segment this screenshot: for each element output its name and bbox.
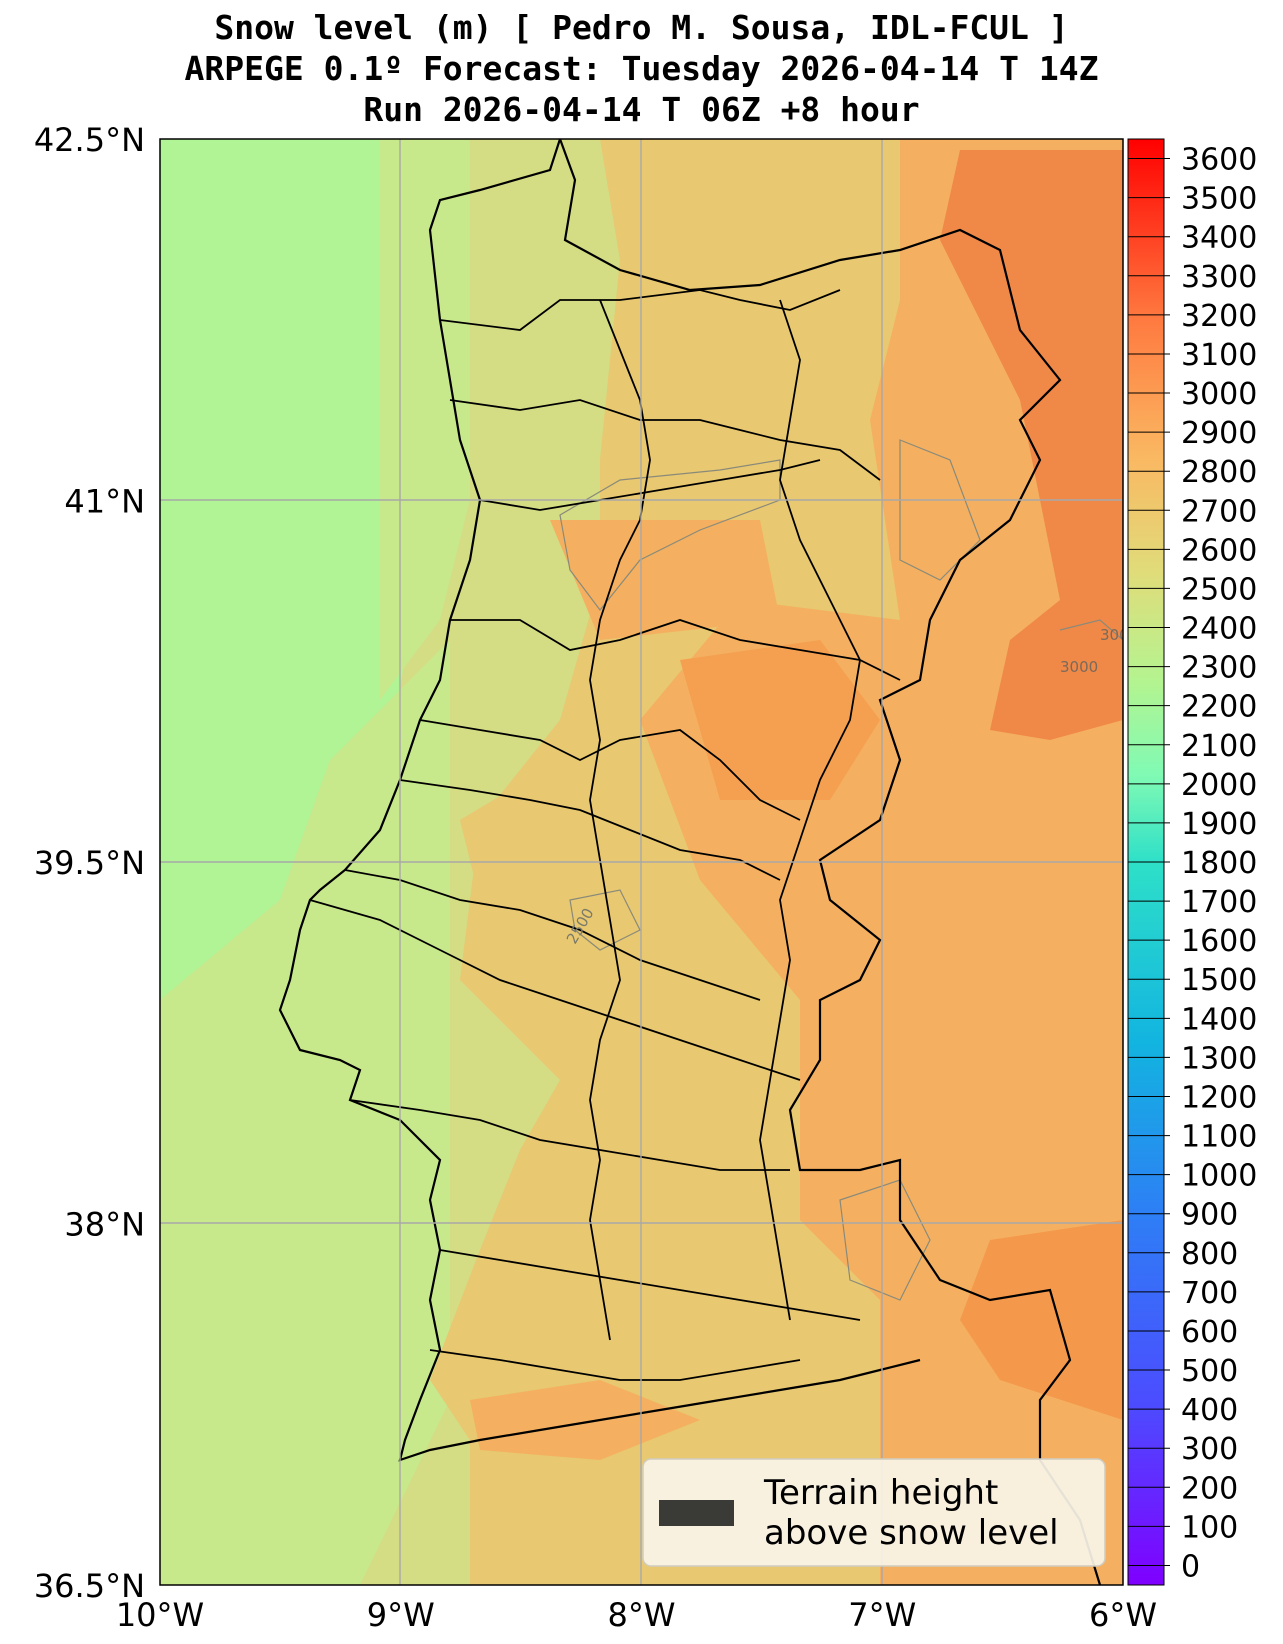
colorbar-tick-label: 1300 [1181,1041,1257,1076]
land-mid-west [460,760,560,900]
colorbar-tick-label: 200 [1181,1471,1238,1506]
colorbar-tick-label: 400 [1181,1393,1238,1428]
x-tick-label: 9°W [367,1596,435,1634]
district-border [439,289,841,331]
colorbar-tick-label: 2700 [1181,494,1257,529]
title-line-2: ARPEGE 0.1º Forecast: Tuesday 2026-04-14… [184,49,1099,88]
land-high-south [470,1380,700,1460]
portugal-coastline [278,139,921,1462]
colorbar-tick-label: 1500 [1181,963,1257,998]
y-tick-label: 38°N [64,1206,145,1244]
x-tick-label: 8°W [608,1596,676,1634]
colorbar-tick-label: 1600 [1181,924,1257,959]
colorbar-tick-label: 1900 [1181,807,1257,842]
colorbar-tick-label: 3500 [1181,182,1257,217]
colorbar-tick-label: 600 [1181,1315,1238,1350]
x-tick-label: 10°W [116,1596,204,1634]
land-peak-southeast [960,1220,1123,1420]
colorbar-tick-label: 2900 [1181,416,1257,451]
district-border [349,1099,790,1171]
x-tick-label: 7°W [848,1596,916,1634]
colorbar-tick-label: 3400 [1181,221,1257,256]
colorbar-tick-label: 800 [1181,1237,1238,1272]
y-tick-label: 36.5°N [34,1567,145,1605]
colorbar-tick-label: 1100 [1181,1120,1257,1155]
legend-label-line1: Terrain height [763,1473,998,1513]
x-tick-label: 6°W [1089,1596,1157,1634]
district-border [429,1349,801,1381]
ocean-near-north [380,139,470,700]
y-tick-label: 42.5°N [34,121,145,159]
colorbar-tick-label: 2200 [1181,690,1257,725]
district-border [450,619,901,681]
contour-line [839,1179,931,1301]
legend-label-line2: above snow level [764,1513,1059,1553]
legend: Terrain height above snow level [642,1458,1106,1567]
colorbar-tick-label: 1800 [1181,846,1257,881]
y-tick-label: 41°N [64,483,145,521]
district-border [344,869,761,1001]
colorbar-tick-label: 3200 [1181,299,1257,334]
district-border [759,299,861,1321]
y-axis-ticks: 42.5°N 41°N 39.5°N 38°N 36.5°N [34,121,145,1605]
contour-label: 3000 [1060,658,1098,676]
spain-border [558,139,1102,1585]
contour-line [1059,619,1123,641]
colorbar-tick-label: 2800 [1181,455,1257,490]
contour-line [569,889,641,951]
district-border [479,459,821,511]
land-high-central [550,520,780,640]
legend-box [642,1458,1106,1567]
title-line-3: Run 2026-04-14 T 06Z +8 hour [363,90,920,129]
colorbar-tick-label: 2400 [1181,612,1257,647]
x-axis-ticks: 10°W 9°W 8°W 7°W 6°W [116,1596,1157,1634]
district-border [589,299,651,1341]
district-border [419,719,801,821]
district-border [399,779,781,881]
colorbar-tick-label: 700 [1181,1276,1238,1311]
colorbar-tick-label: 0 [1181,1549,1200,1584]
legend-swatch [659,1500,734,1526]
colorbar-tick-label: 1400 [1181,1002,1257,1037]
colorbar-tick-label: 3100 [1181,338,1257,373]
y-tick-label: 39.5°N [34,844,145,882]
colorbar-tick-label: 1200 [1181,1080,1257,1115]
district-border [449,399,881,481]
colorbar-tick-label: 2300 [1181,651,1257,686]
colorbar-tick-label: 1700 [1181,885,1257,920]
colorbar-tick-label: 500 [1181,1354,1238,1389]
colorbar-tick-label: 900 [1181,1198,1238,1233]
colorbar-tick-label: 2000 [1181,768,1257,803]
colorbar-tick-label: 2500 [1181,572,1257,607]
contour-label: 3000 [1100,626,1138,644]
ocean-far-west [160,139,250,900]
colorbar-tick-label: 2600 [1181,533,1257,568]
title-line-1: Snow level (m) [ Pedro M. Sousa, IDL-FCU… [214,8,1069,47]
colorbar-tick-label: 100 [1181,1510,1238,1545]
colorbar-tick-label: 3300 [1181,260,1257,295]
colorbar-tick-label: 300 [1181,1432,1238,1467]
map-frame [159,138,1124,1586]
colorbar-ticks: 0 100 200 300 400 500 600 700 800 900 1000 1100 1200… [1128,143,1257,1584]
contour-line [559,459,781,611]
colorbar-tick-label: 3600 [1181,143,1257,178]
colorbar-tick-label: 3000 [1181,377,1257,412]
district-border [439,1249,861,1321]
colorbar-tick-label: 2100 [1181,729,1257,764]
colorbar-tick-label: 1000 [1181,1159,1257,1194]
snow-level-field: 2500 3000 3000 [160,139,1138,1585]
gridlines [160,139,1123,1585]
